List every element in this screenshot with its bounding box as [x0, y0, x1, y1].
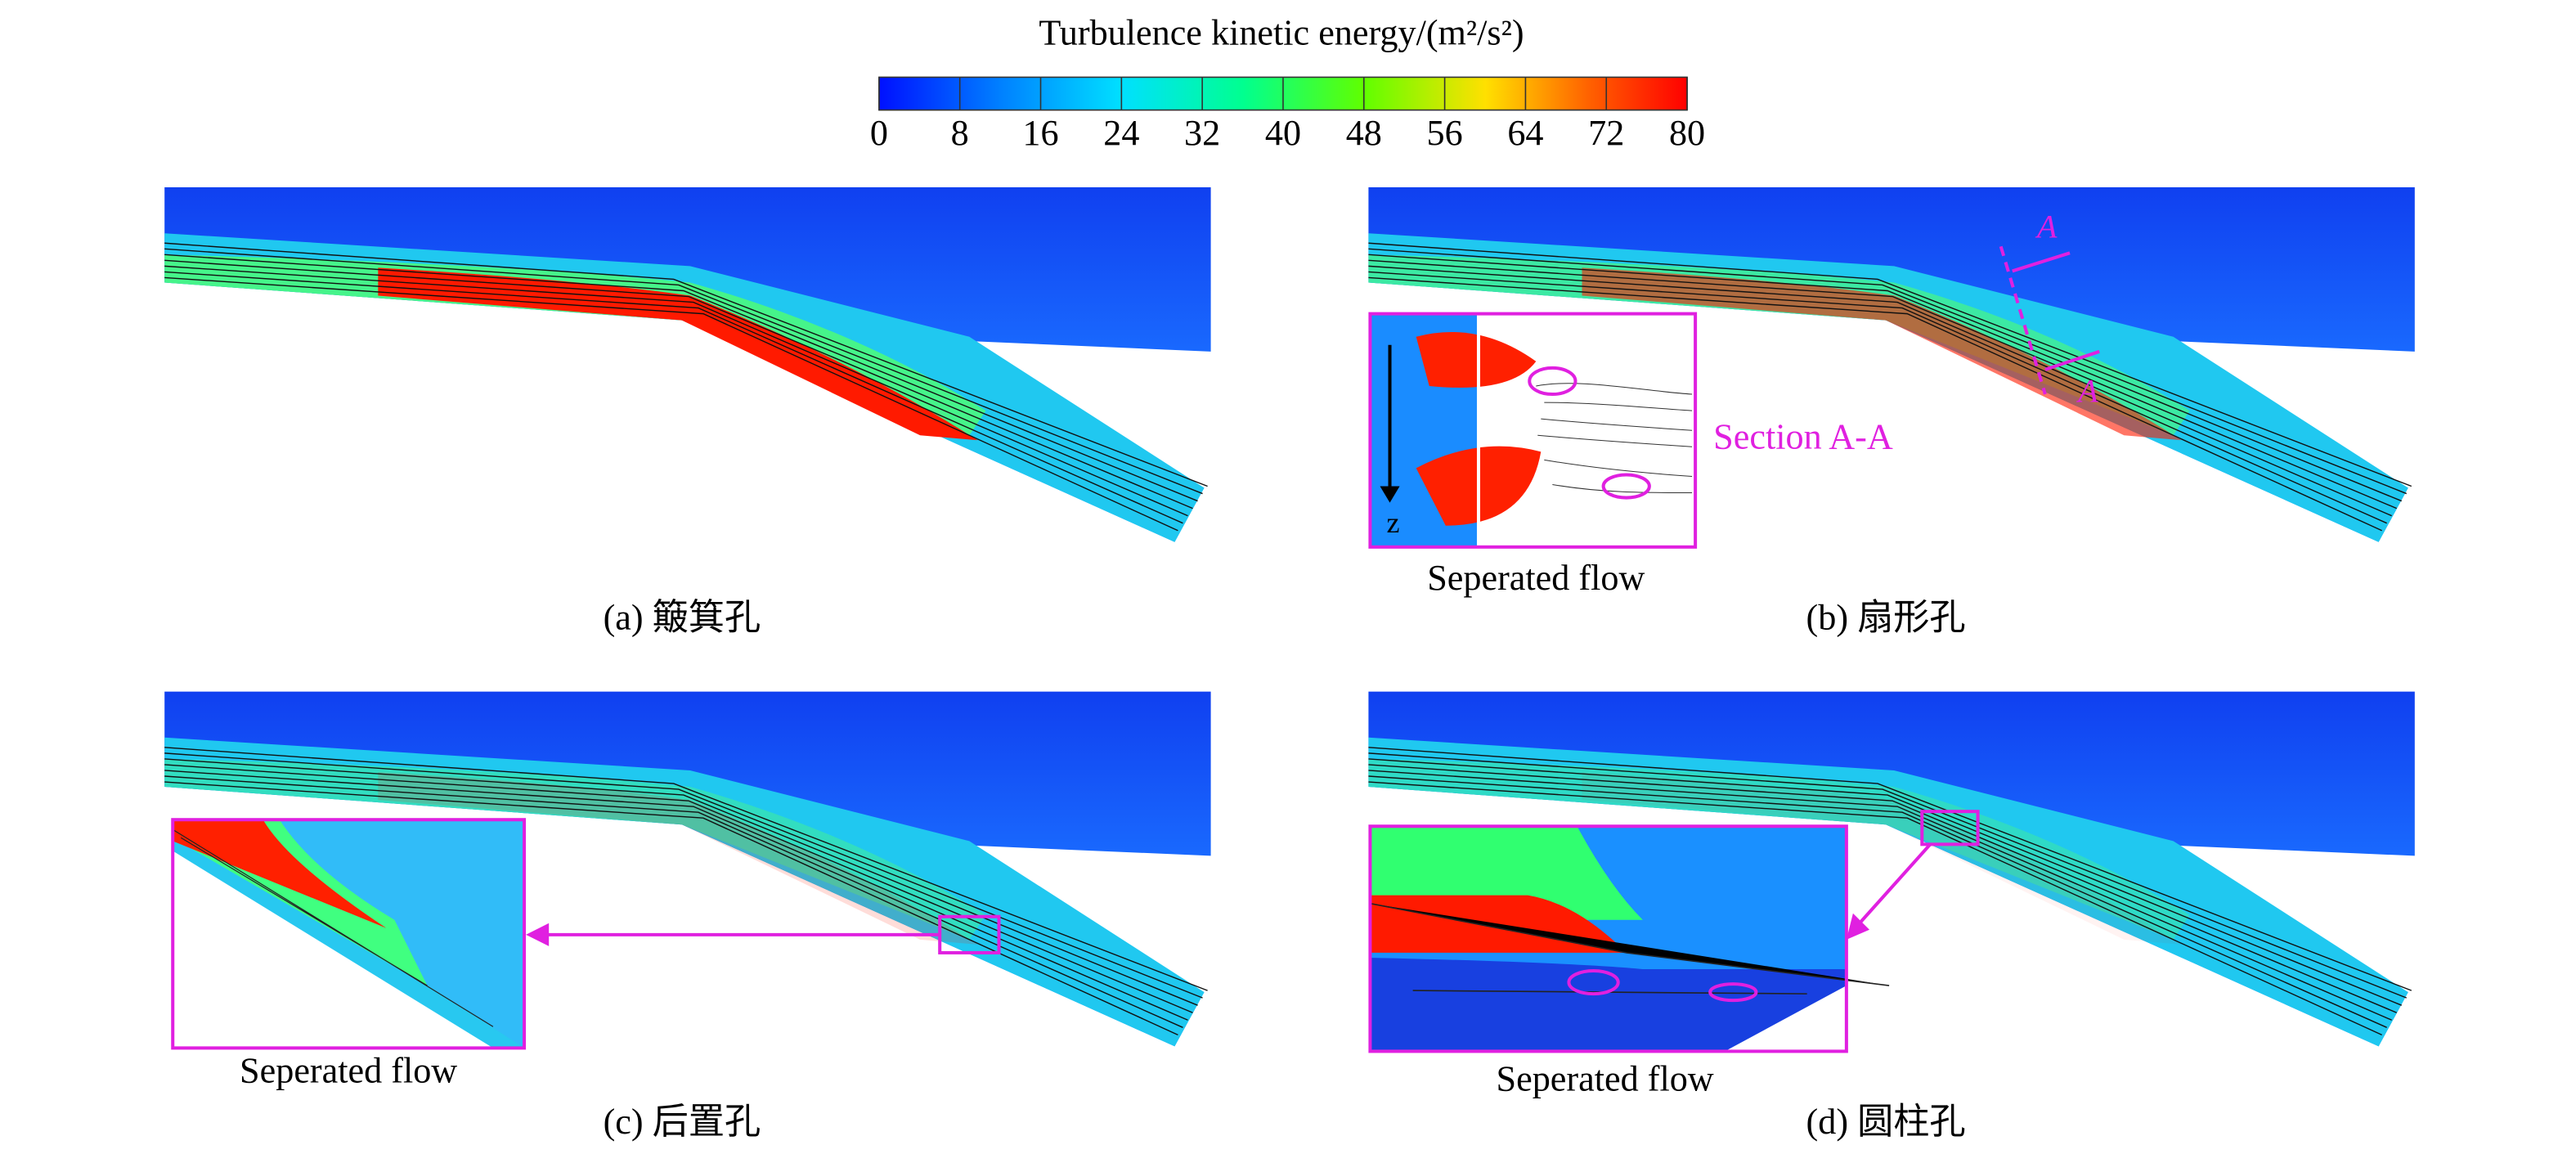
- panel-label: (c) 后置孔: [604, 1102, 761, 1142]
- inset-frame: [1368, 824, 1848, 1053]
- streamline: [1368, 265, 2392, 517]
- colorbar-tick-label: 56: [1427, 113, 1463, 153]
- streamline: [164, 770, 1188, 1021]
- streamline: [164, 781, 1178, 1035]
- z-arrow: [1380, 486, 1400, 503]
- inset-b: z Section A-A A A Seperated flow: [1368, 208, 2100, 598]
- streamline: [1368, 764, 2397, 1013]
- panels: (a) 簸箕孔 (b) 扇形孔 (c) 后置孔 (d) 圆柱孔: [164, 186, 2415, 1142]
- streamline: [164, 271, 1183, 524]
- colorbar-tick-label: 48: [1346, 113, 1382, 153]
- zoom-arrowhead: [526, 923, 550, 946]
- streamline: [1368, 752, 2408, 999]
- section-mark: A: [2076, 372, 2098, 409]
- streamline: [1368, 781, 2382, 1035]
- vortex: [1601, 473, 1651, 500]
- panel: (d) 圆柱孔: [1368, 691, 2415, 1142]
- section-mark: A: [2035, 208, 2058, 245]
- mid-band: [164, 758, 986, 940]
- streamline: [164, 758, 1198, 1006]
- streamline: [164, 764, 1193, 1013]
- inset-wall-region: [1370, 957, 1847, 1052]
- inset-caption: Seperated flow: [1427, 558, 1645, 598]
- streamline: [1368, 242, 2412, 487]
- streamline: [164, 259, 1193, 510]
- zoom-arrowhead: [1846, 913, 1869, 940]
- inset-core: [1416, 331, 1537, 388]
- panel: (c) 后置孔: [164, 691, 1211, 1142]
- colorbar-tick-label: 24: [1103, 113, 1139, 153]
- colorbar-tick-label: 40: [1265, 113, 1301, 153]
- inset-caption: Seperated flow: [240, 1051, 457, 1091]
- streamline: [164, 254, 1198, 502]
- vortex: [1567, 969, 1620, 996]
- axis-label: z: [1387, 506, 1400, 539]
- plate: [164, 186, 1211, 542]
- streamline: [164, 747, 1208, 991]
- panel-label: (d) 圆柱孔: [1806, 1102, 1966, 1142]
- colorbar-tick-label: 32: [1184, 113, 1220, 153]
- inset-frame: [171, 818, 527, 1050]
- streamline: [1368, 770, 2392, 1021]
- jet-band: [164, 737, 1205, 1047]
- colorbar-tick-label: 80: [1669, 113, 1705, 153]
- streamline: [1368, 758, 2403, 1006]
- colorbar-tick-label: 0: [870, 113, 888, 153]
- streamline: [1368, 775, 2387, 1028]
- zoom-arrow: [1858, 843, 1932, 925]
- streamline: [1368, 747, 2412, 991]
- colorbar-tick-label: 64: [1507, 113, 1543, 153]
- colorbar-tick-label: 8: [951, 113, 969, 153]
- colorbar-tick-label: 16: [1022, 113, 1058, 153]
- mid-band: [1368, 758, 2190, 940]
- streamline: [1368, 248, 2408, 495]
- inset-streamlines: [1536, 383, 1693, 494]
- streamline: [164, 248, 1203, 495]
- section-line: [1999, 245, 2047, 395]
- streamline: [164, 775, 1183, 1028]
- panel-label: (a) 簸箕孔: [604, 597, 761, 637]
- inset-core: [173, 819, 387, 928]
- section-arrows: [2012, 251, 2100, 371]
- streamline: [1368, 276, 2382, 532]
- inset-d: Seperated flow: [1368, 810, 1980, 1099]
- zoom-box: [1920, 810, 1980, 846]
- vortex: [1528, 366, 1577, 397]
- colorbar-title: Turbulence kinetic energy/(m²/s²): [1039, 12, 1524, 52]
- panel: (a) 簸箕孔: [164, 186, 1211, 637]
- panel: (b) 扇形孔: [1368, 186, 2415, 637]
- streamline: [164, 242, 1208, 487]
- streamline: [164, 752, 1203, 999]
- streamline: [1368, 259, 2397, 510]
- streamline: [164, 265, 1188, 517]
- inset-streamlines: [172, 828, 494, 1027]
- inset-c: Seperated flow: [171, 818, 1001, 1091]
- inset-frame: [1368, 312, 1698, 549]
- streamline: [1368, 254, 2403, 502]
- panel-label: (b) 扇形孔: [1806, 597, 1966, 637]
- streamline: [1368, 271, 2387, 524]
- section-label: Section A-A: [1713, 416, 1893, 456]
- vortex: [1708, 982, 1758, 1003]
- streamline: [164, 276, 1178, 532]
- inset-caption: Seperated flow: [1497, 1059, 1714, 1099]
- jet-band: [1368, 737, 2408, 1047]
- colorbar-tick-label: 72: [1588, 113, 1624, 153]
